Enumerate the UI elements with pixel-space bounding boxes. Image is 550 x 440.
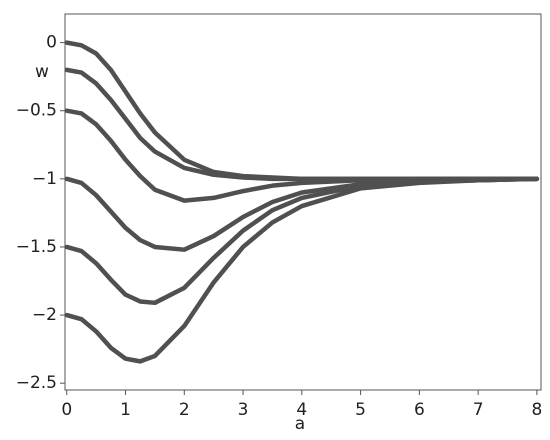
y-tick-label: 0 (46, 33, 57, 53)
x-tick-label: 6 (414, 400, 425, 420)
x-tick-label: 1 (120, 400, 131, 420)
x-tick-label: 2 (179, 400, 190, 420)
y-axis-label: w (35, 62, 49, 82)
plot-frame (64, 13, 542, 391)
curve (64, 176, 540, 306)
y-tick-label: −2.5 (16, 373, 57, 393)
y-tick-label: −2 (32, 305, 57, 325)
curve (64, 176, 540, 364)
x-tick-label: 3 (238, 400, 249, 420)
x-tick-label: 4 (296, 400, 307, 420)
x-tick-label: 7 (473, 400, 484, 420)
curve (64, 67, 540, 182)
curve (64, 176, 540, 252)
y-tick-label: −0.5 (16, 101, 57, 121)
curve (64, 108, 540, 203)
y-tick-label: −1 (32, 169, 57, 189)
x-axis-label: a (295, 414, 305, 434)
x-tick-label: 8 (531, 400, 542, 420)
x-tick-label: 5 (355, 400, 366, 420)
curve (64, 40, 540, 182)
x-tick-label: 0 (61, 400, 72, 420)
y-tick-label: −1.5 (16, 237, 57, 257)
